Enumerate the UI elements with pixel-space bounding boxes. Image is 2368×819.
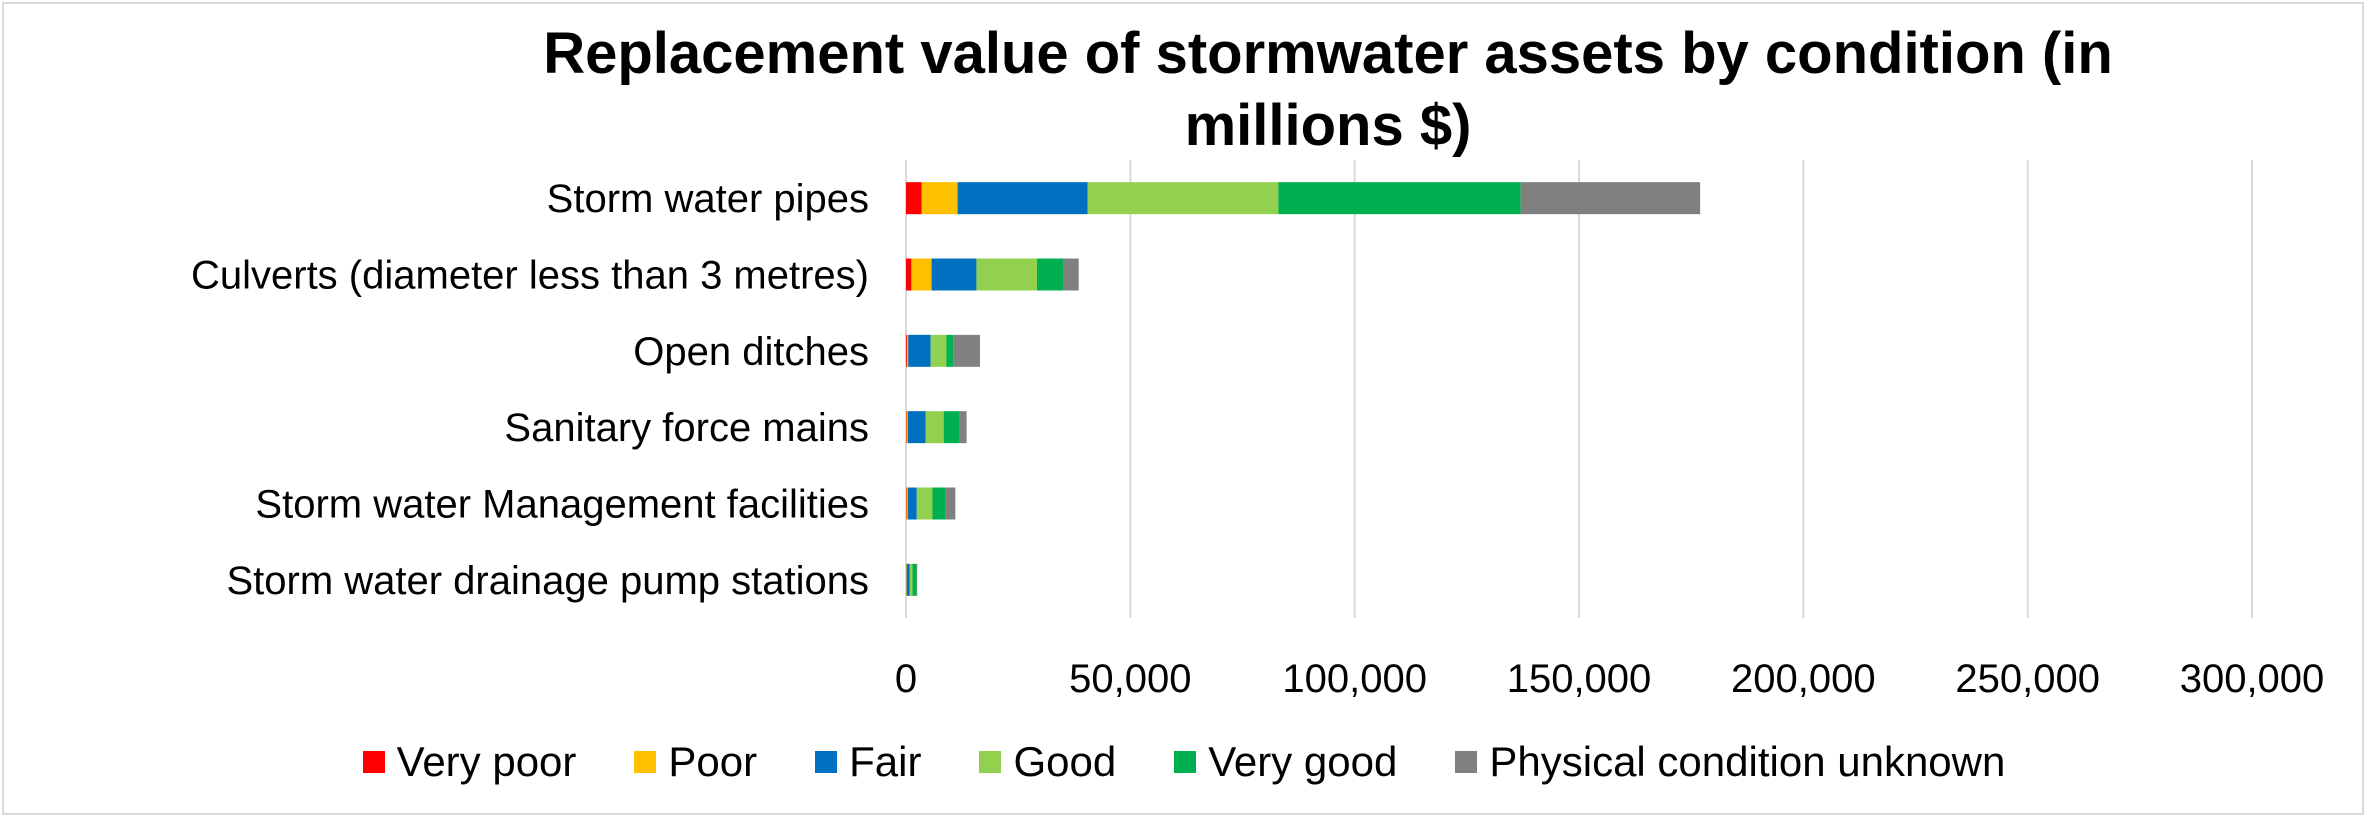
bar-segment-physical-condition-unknown — [1063, 258, 1079, 291]
legend-swatch — [362, 751, 385, 773]
bar-segment-good — [909, 563, 913, 596]
bar-segment-very-good — [1278, 182, 1521, 215]
category-label: Storm water pipes — [547, 177, 869, 221]
bar-segment-fair — [908, 334, 931, 367]
bar-segment-very-good — [943, 411, 960, 444]
x-tick-label: 50,000 — [1069, 657, 1191, 701]
bar-segment-good — [930, 334, 947, 367]
bar-segment-very-good — [946, 334, 954, 367]
bar-segment-poor — [906, 487, 908, 520]
gridlines — [905, 160, 2253, 618]
bar-segment-physical-condition-unknown — [953, 334, 981, 367]
bar-series — [906, 182, 1701, 596]
category-label: Open ditches — [633, 330, 869, 374]
bar-segment-fair — [931, 258, 977, 291]
bar-segment-very-poor — [906, 258, 912, 291]
legend-item: Fair — [815, 738, 921, 786]
bar-segment-fair — [907, 487, 917, 520]
bar-segment-poor — [911, 258, 932, 291]
x-tick-label: 300,000 — [2180, 657, 2325, 701]
legend-swatch — [1174, 751, 1197, 773]
bar-segment-fair — [907, 411, 926, 444]
legend-swatch — [1455, 751, 1478, 773]
bar-segment-very-good — [912, 563, 917, 596]
bar-segment-physical-condition-unknown — [1520, 182, 1701, 215]
bar-segment-fair — [906, 563, 910, 596]
bar-segment-good — [925, 411, 944, 444]
value-axis-labels: 0 50,000 100,000 150,000 200,000 250,000 300,0… — [895, 657, 2324, 701]
x-tick-label: 0 — [895, 657, 917, 701]
bar-segment-very-good — [1037, 258, 1064, 291]
bar-segment-good — [1087, 182, 1279, 215]
bar-segment-good — [916, 487, 933, 520]
category-label: Storm water Management facilities — [255, 483, 869, 527]
legend-label: Poor — [668, 738, 758, 785]
category-label: Sanitary force mains — [504, 406, 869, 450]
legend-swatch — [634, 751, 657, 773]
category-axis-labels: Storm water pipes Culverts (diameter less… — [191, 177, 869, 603]
x-tick-label: 150,000 — [1507, 657, 1652, 701]
bar-segment-physical-condition-unknown — [959, 411, 967, 444]
bar-segment-very-good — [932, 487, 946, 520]
bar-segment-very-poor — [906, 182, 922, 215]
legend-item: Poor — [634, 738, 757, 786]
x-tick-label: 100,000 — [1282, 657, 1427, 701]
legend-label: Good — [1013, 738, 1117, 785]
legend-swatch — [979, 751, 1002, 773]
legend-item: Very good — [1174, 738, 1397, 786]
x-tick-label: 200,000 — [1731, 657, 1876, 701]
legend: Very poor Poor Fair Good Very good Physical c… — [0, 738, 2368, 786]
bar-segment-physical-condition-unknown — [945, 487, 956, 520]
chart-title: Replacement value of stormwater assets b… — [543, 21, 2113, 158]
bar-segment-very-poor — [906, 334, 907, 367]
bar-segment-poor — [906, 334, 909, 367]
bar-segment-fair — [957, 182, 1088, 215]
category-label: Storm water drainage pump stations — [226, 559, 869, 603]
legend-label: Very poor — [396, 738, 577, 785]
legend-item: Very poor — [362, 738, 577, 786]
legend-item: Physical condition unknown — [1455, 738, 2005, 786]
legend-label: Very good — [1208, 738, 1398, 785]
bar-segment-poor — [921, 182, 958, 215]
legend-label: Physical condition unknown — [1489, 738, 2006, 785]
bar-segment-poor — [906, 411, 908, 444]
bar-segment-physical-condition-unknown — [916, 563, 918, 596]
x-tick-label: 250,000 — [1955, 657, 2100, 701]
category-label: Culverts (diameter less than 3 metres) — [191, 254, 869, 298]
legend-item: Good — [979, 738, 1116, 786]
bar-segment-good — [976, 258, 1038, 291]
legend-label: Fair — [849, 738, 922, 785]
legend-swatch — [815, 751, 838, 773]
